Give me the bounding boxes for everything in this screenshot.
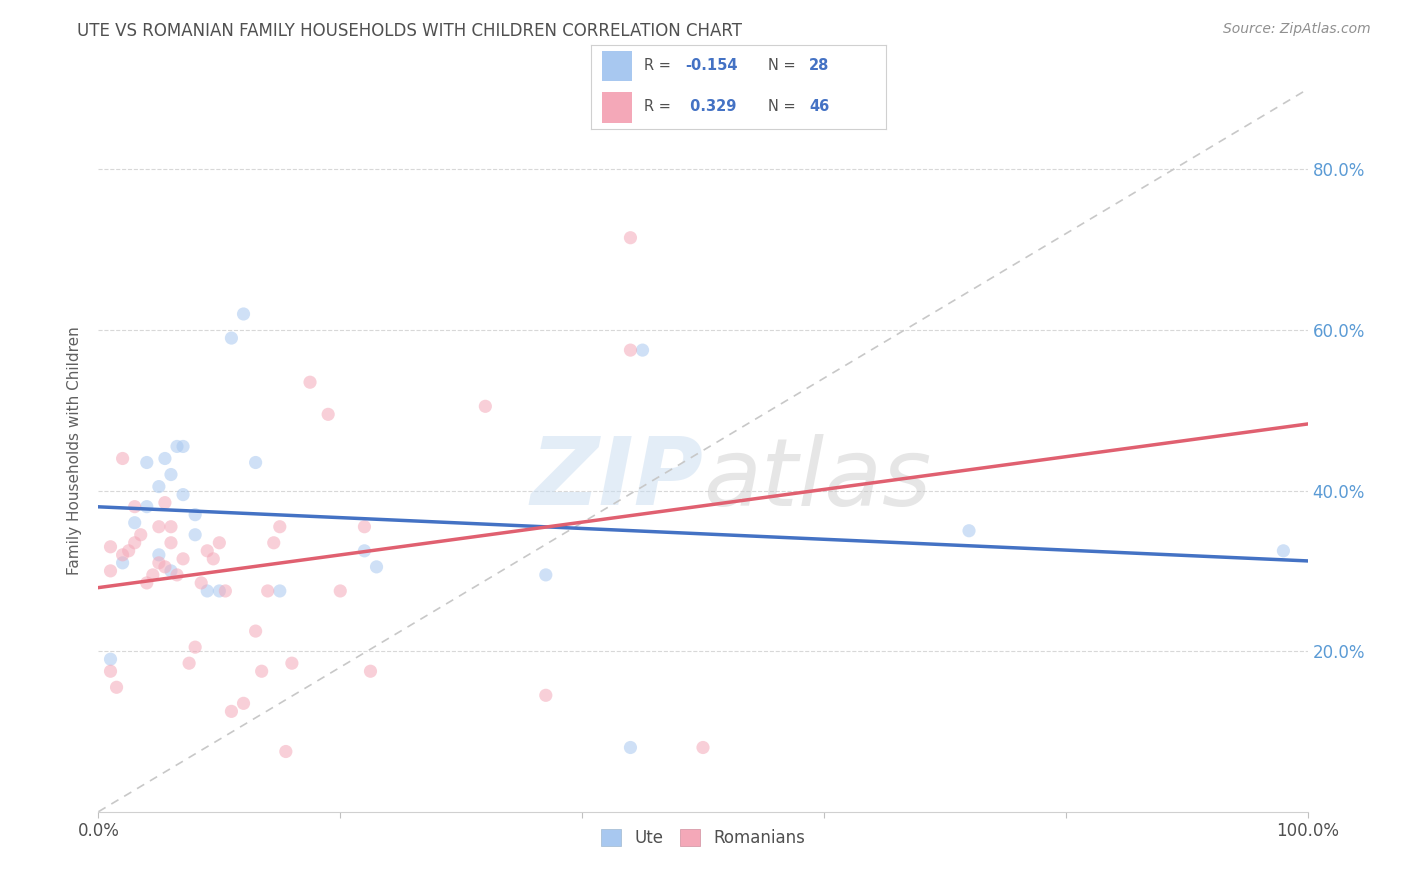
Point [166,439,188,453]
Point [148,480,170,494]
Text: ZIP: ZIP [530,434,703,525]
Point [534,568,557,582]
Point [135,455,157,469]
Point [232,307,254,321]
Point [232,696,254,710]
Point [366,560,388,574]
Point [124,535,146,549]
Point [269,519,291,533]
Point [208,583,231,598]
Text: atlas: atlas [703,434,931,524]
Point [245,455,267,469]
Point [353,519,375,533]
Point [160,564,183,578]
Point [619,740,641,755]
Point [184,640,207,655]
Text: N =: N = [768,99,800,114]
Point [208,535,231,549]
FancyBboxPatch shape [602,51,631,81]
Point [534,689,557,703]
Point [100,540,122,554]
Point [124,516,146,530]
Point [221,705,243,719]
Point [166,568,188,582]
Point [148,556,170,570]
Point [160,519,183,533]
Point [360,664,382,679]
Point [184,527,207,541]
Point [1272,543,1295,558]
Point [195,543,218,558]
Point [160,535,183,549]
Point [135,576,157,591]
Point [214,583,236,598]
Point [135,500,157,514]
Point [148,548,170,562]
Point [111,548,134,562]
Point [100,664,122,679]
Point [631,343,654,357]
Text: R =: R = [644,99,675,114]
Point [221,331,243,345]
Point [353,543,375,558]
Text: R =: R = [644,58,675,73]
Point [142,568,165,582]
Text: -0.154: -0.154 [685,58,738,73]
Point [118,543,141,558]
Legend: Ute, Romanians: Ute, Romanians [595,822,811,854]
Point [281,657,304,671]
Point [202,551,225,566]
Point [172,487,194,501]
Text: 46: 46 [808,99,830,114]
Point [111,451,134,466]
FancyBboxPatch shape [602,92,631,122]
Point [619,230,641,244]
Point [619,343,641,357]
Point [256,583,278,598]
Point [129,527,152,541]
Point [111,556,134,570]
Point [184,508,207,522]
Point [105,680,128,694]
Point [100,652,122,666]
Point [195,583,218,598]
Point [299,375,322,389]
Point [160,467,183,482]
Point [263,535,285,549]
Point [274,744,297,758]
Text: Source: ZipAtlas.com: Source: ZipAtlas.com [1223,22,1371,37]
Point [172,551,194,566]
Point [124,500,146,514]
Point [316,407,339,421]
Point [179,657,201,671]
Point [329,583,352,598]
Y-axis label: Family Households with Children: Family Households with Children [67,326,83,574]
Point [957,524,980,538]
Point [172,439,194,453]
Point [148,519,170,533]
Point [245,624,267,639]
Point [153,495,176,509]
Point [250,664,273,679]
Text: N =: N = [768,58,800,73]
Point [692,740,714,755]
Point [269,583,291,598]
Text: 28: 28 [808,58,830,73]
Point [153,451,176,466]
Point [100,564,122,578]
Point [153,560,176,574]
Text: UTE VS ROMANIAN FAMILY HOUSEHOLDS WITH CHILDREN CORRELATION CHART: UTE VS ROMANIAN FAMILY HOUSEHOLDS WITH C… [77,22,742,40]
Text: 0.329: 0.329 [685,99,737,114]
Point [474,399,496,413]
Point [190,576,212,591]
